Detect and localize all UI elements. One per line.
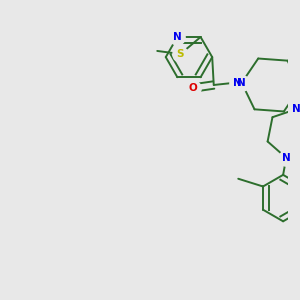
Text: S: S	[177, 49, 184, 59]
Text: N: N	[232, 77, 241, 88]
Text: N: N	[237, 78, 246, 88]
Text: O: O	[188, 83, 197, 93]
Text: N: N	[282, 153, 291, 163]
Text: N: N	[173, 32, 182, 42]
Text: N: N	[292, 104, 300, 114]
